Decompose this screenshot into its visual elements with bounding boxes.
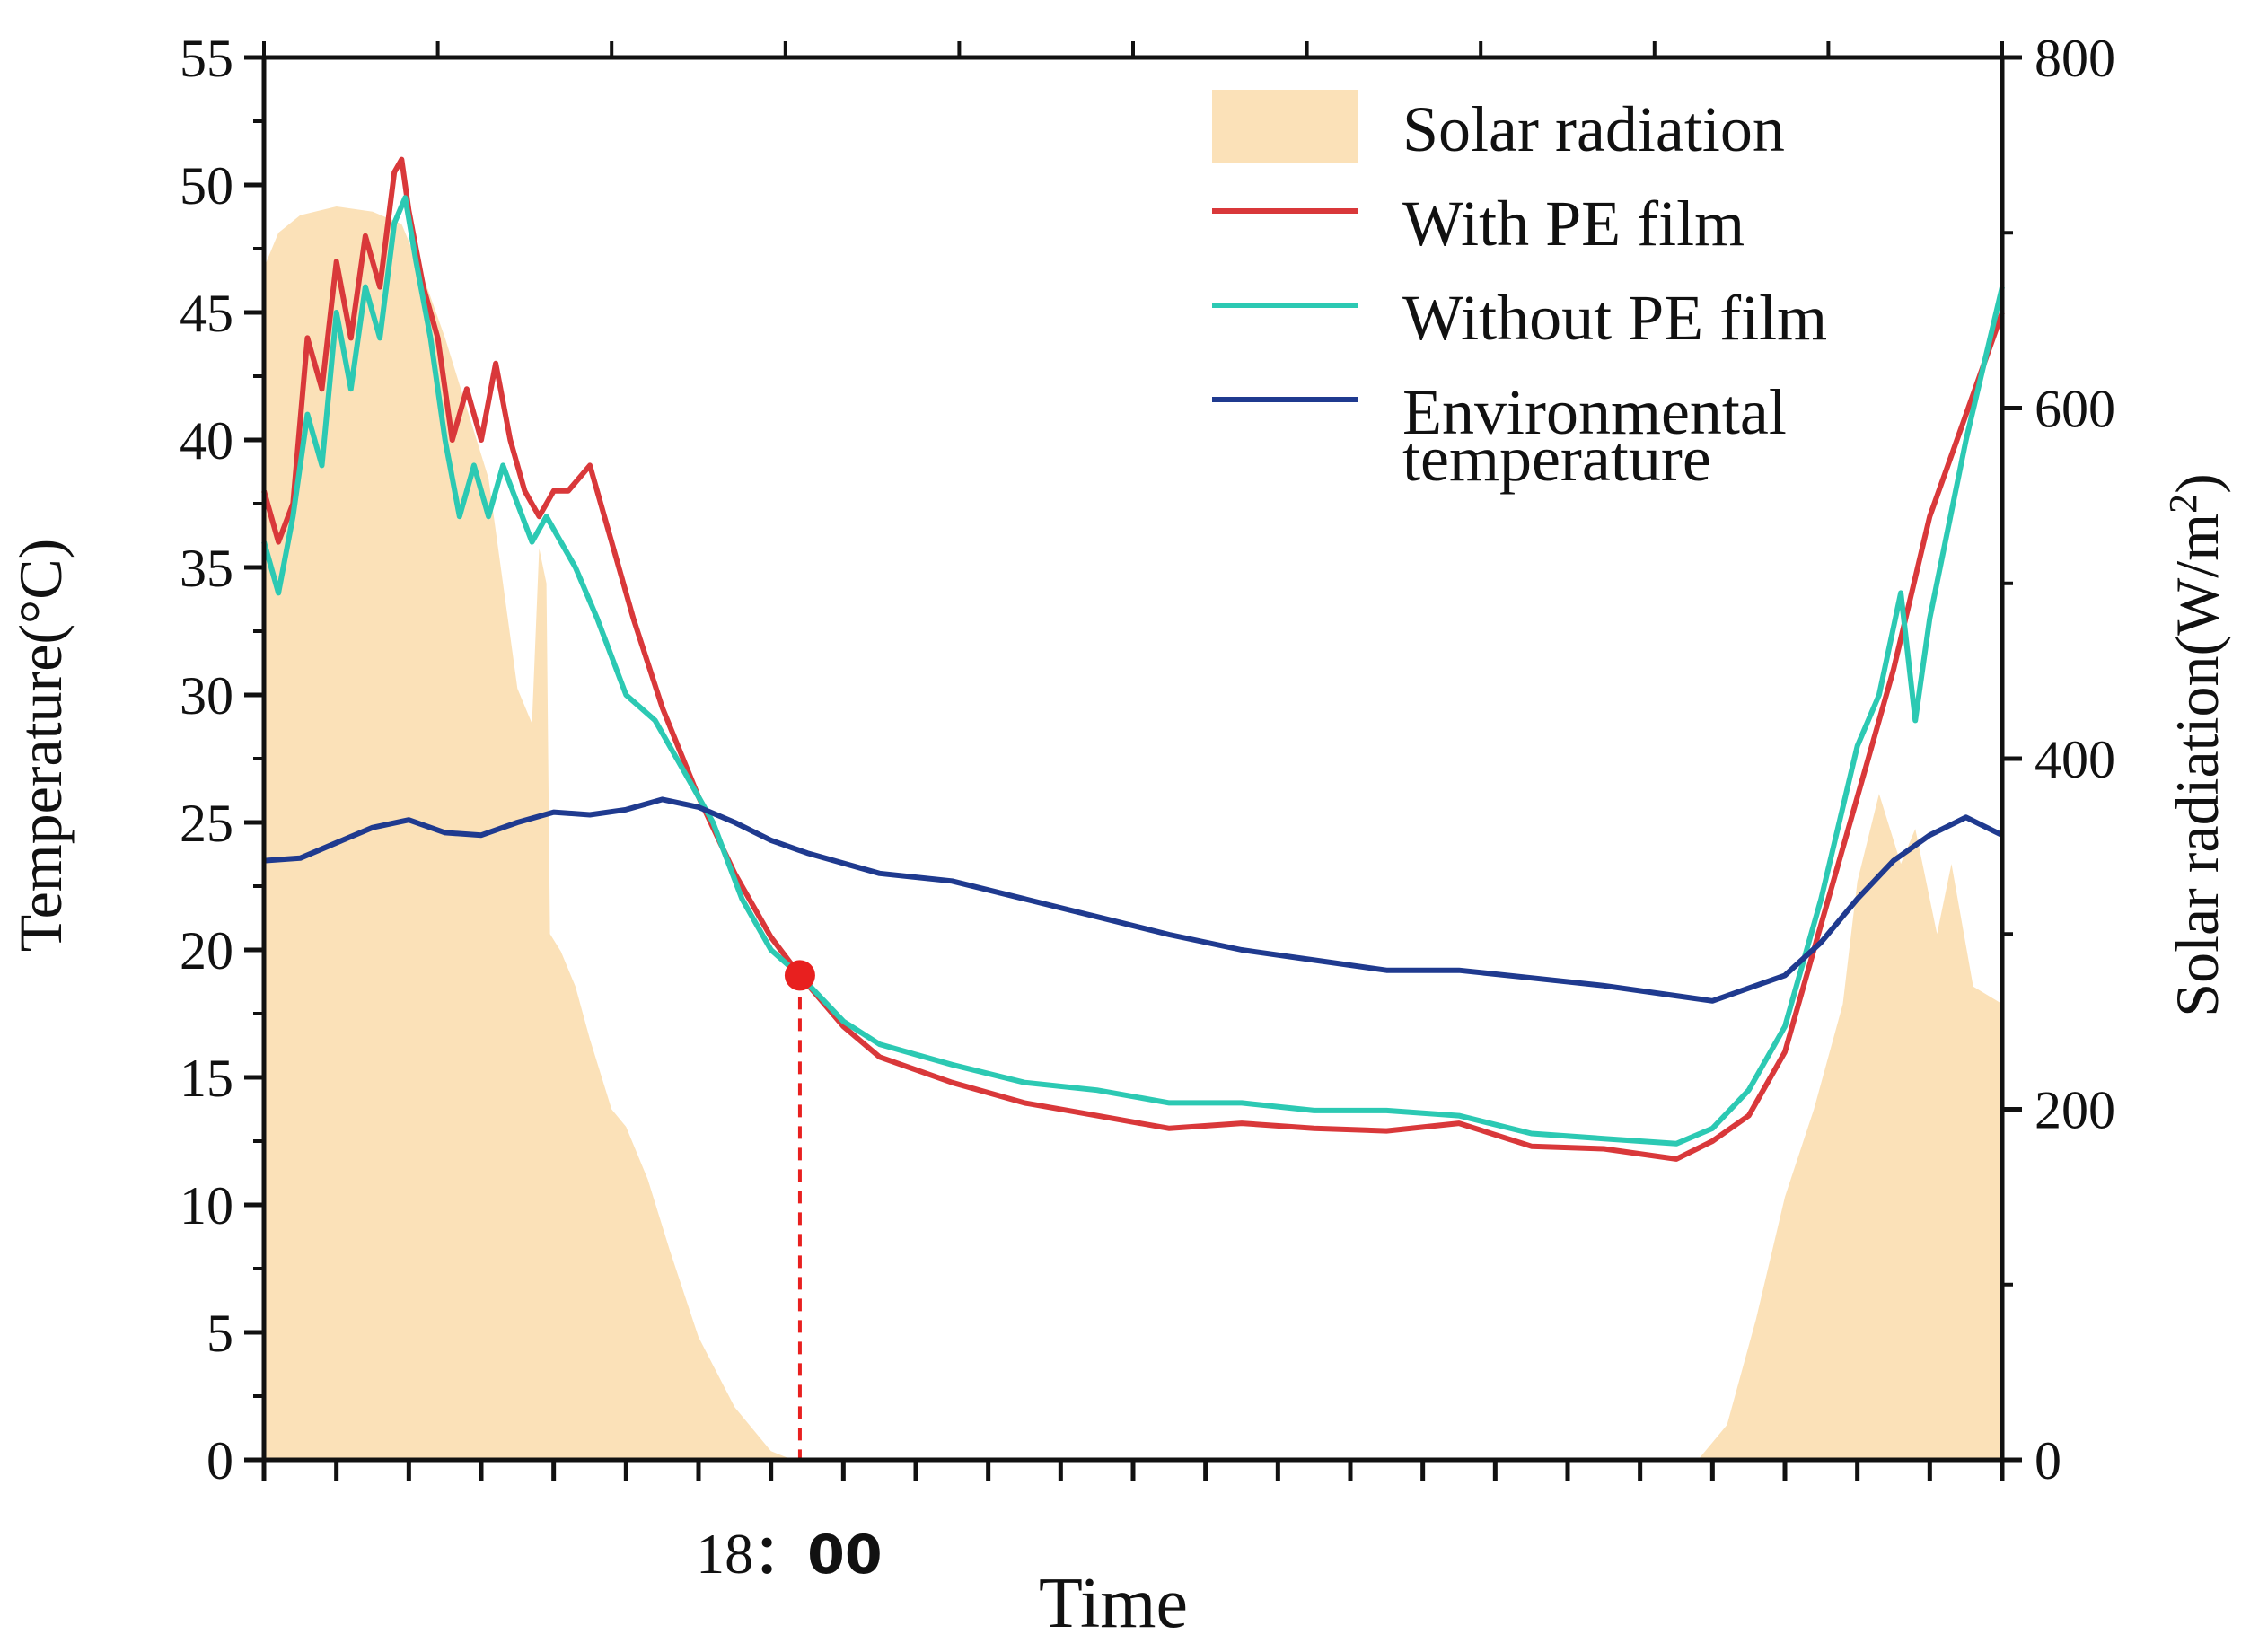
y-tick-label-10: 10 bbox=[180, 1176, 233, 1235]
series-environmental-temperature-line bbox=[263, 796, 2004, 1004]
y2-tick-label-600: 600 bbox=[2035, 380, 2115, 439]
annotation-point bbox=[784, 960, 815, 991]
legend-label-with-pe-film: With PE film bbox=[1402, 188, 1745, 259]
axes: 0 5 10 15 20 25 30 35 40 45 50 55 0 200 400 600 800 bbox=[180, 29, 2115, 1490]
legend-label-environmental-temperature-line2: temperature bbox=[1402, 423, 1711, 495]
y-tick-label-45: 45 bbox=[180, 284, 233, 343]
x-tick-label: 18：00 bbox=[696, 1522, 883, 1586]
x-tick-labels: 18：00 bbox=[696, 1522, 883, 1586]
y-tick-label-0: 0 bbox=[207, 1431, 233, 1490]
legend: Solar radiation With PE film Without PE fi… bbox=[1212, 90, 1827, 495]
y-tick-label-40: 40 bbox=[180, 411, 233, 470]
x-axis-title: Time bbox=[1039, 1564, 1188, 1643]
y2-tick-label-800: 800 bbox=[2035, 29, 2115, 88]
y-tick-label-30: 30 bbox=[180, 666, 233, 725]
legend-label-without-pe-film: Without PE film bbox=[1402, 282, 1827, 354]
y2-tick-label-400: 400 bbox=[2035, 730, 2115, 789]
series-without-pe-film-line bbox=[261, 195, 2005, 1147]
legend-label-environmental-temperature-line1: Environmental bbox=[1402, 376, 1787, 448]
y2-tick-label-200: 200 bbox=[2035, 1081, 2115, 1140]
y-tick-label-15: 15 bbox=[180, 1049, 233, 1108]
y-tick-label-55: 55 bbox=[180, 29, 233, 88]
legend-label-solar-radiation: Solar radiation bbox=[1402, 93, 1785, 165]
y-tick-label-20: 20 bbox=[180, 921, 233, 980]
plot-area bbox=[261, 156, 2005, 1460]
y-axis-title: Temperature(°C) bbox=[6, 539, 75, 952]
series-with-pe-film-line bbox=[261, 156, 2005, 1162]
y-tick-label-5: 5 bbox=[207, 1304, 233, 1363]
legend-swatch-solar-radiation bbox=[1212, 90, 1358, 163]
y-tick-label-50: 50 bbox=[180, 156, 233, 215]
y-tick-label-25: 25 bbox=[180, 794, 233, 853]
y-tick-label-35: 35 bbox=[180, 539, 233, 598]
y2-axis-title: Solar radiation(W/m2) bbox=[2161, 473, 2231, 1017]
y2-tick-label-0: 0 bbox=[2035, 1431, 2061, 1490]
